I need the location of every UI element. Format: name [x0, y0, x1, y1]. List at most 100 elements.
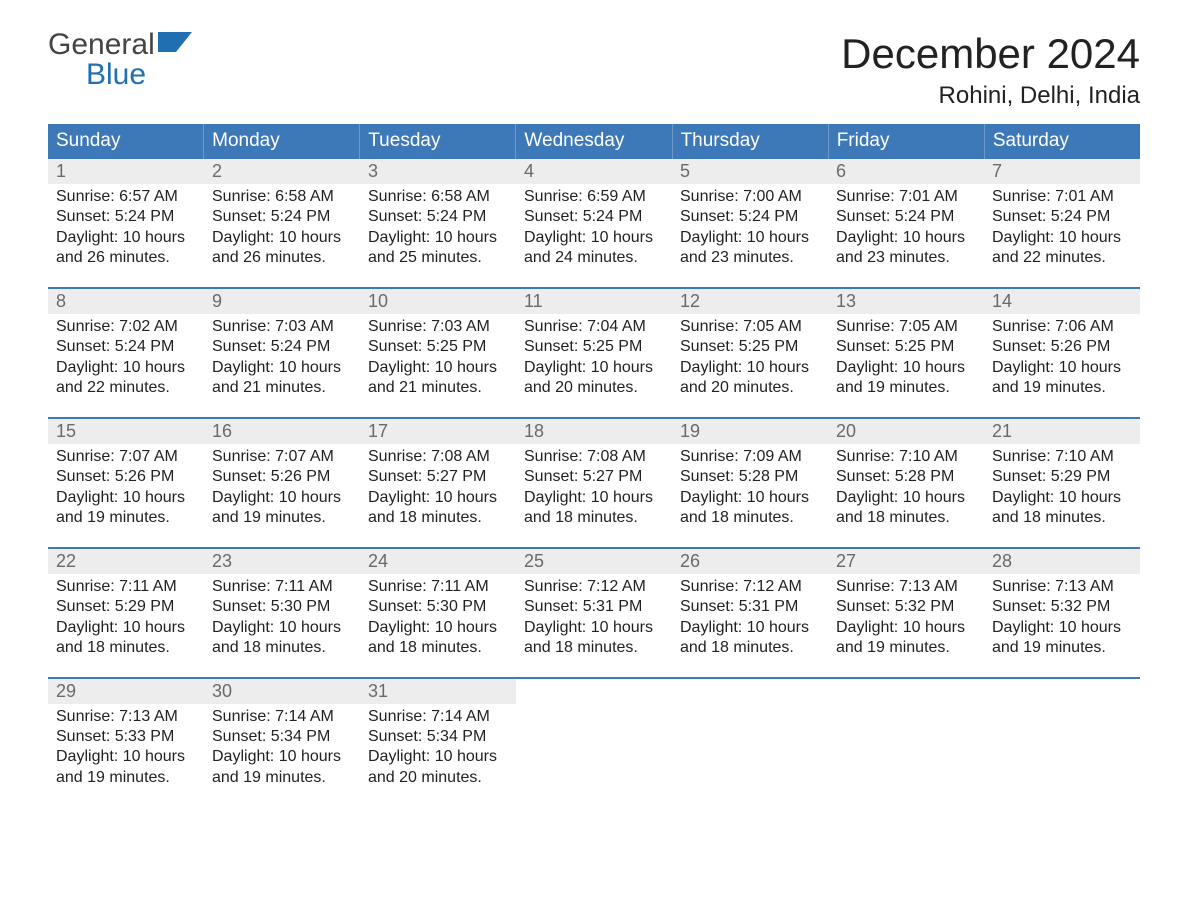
day-header: Friday [829, 124, 985, 159]
day-cell: 22Sunrise: 7:11 AMSunset: 5:29 PMDayligh… [48, 549, 204, 659]
daylight-line: Daylight: 10 hours and 20 minutes. [524, 358, 664, 399]
day-cell: 30 Sunrise: 7:14 AMSunset: 5:34 PMDayligh… [204, 679, 360, 789]
day-number: 3 [360, 159, 516, 184]
day-cell [672, 679, 828, 789]
title-block: December 2024 Rohini, Delhi, India [841, 30, 1140, 110]
day-cell: 13Sunrise: 7:05 AMSunset: 5:25 PMDayligh… [828, 289, 984, 399]
day-info: Sunrise: 7:11 AMSunset: 5:30 PMDaylight:… [212, 577, 352, 659]
sunrise-line: Sunrise: 7:13 AM [992, 577, 1132, 597]
sunrise-line: Sunrise: 7:06 AM [992, 317, 1132, 337]
daylight-line: Daylight: 10 hours and 18 minutes. [524, 488, 664, 529]
day-number: 5 [672, 159, 828, 184]
sunset-line: Sunset: 5:31 PM [680, 597, 820, 617]
day-cell: 17Sunrise: 7:08 AMSunset: 5:27 PMDayligh… [360, 419, 516, 529]
sunset-line: Sunset: 5:24 PM [56, 207, 196, 227]
day-number: 6 [828, 159, 984, 184]
day-info: Sunrise: 6:58 AMSunset: 5:24 PMDaylight:… [368, 187, 508, 269]
day-info: Sunrise: 7:11 AMSunset: 5:30 PMDaylight:… [368, 577, 508, 659]
day-info: Sunrise: 7:07 AMSunset: 5:26 PMDaylight:… [212, 447, 352, 529]
daylight-line: Daylight: 10 hours and 21 minutes. [368, 358, 508, 399]
day-info: Sunrise: 7:05 AMSunset: 5:25 PMDaylight:… [836, 317, 976, 399]
sunset-line: Sunset: 5:25 PM [836, 337, 976, 357]
sunrise-line: Sunrise: 7:03 AM [368, 317, 508, 337]
sunrise-line: Sunrise: 7:12 AM [524, 577, 664, 597]
daylight-line: Daylight: 10 hours and 23 minutes. [680, 228, 820, 269]
daylight-line: Daylight: 10 hours and 19 minutes. [212, 747, 352, 788]
sunrise-line: Sunrise: 7:05 AM [836, 317, 976, 337]
day-cell: 9Sunrise: 7:03 AMSunset: 5:24 PMDaylight… [204, 289, 360, 399]
page-title: December 2024 [841, 30, 1140, 78]
day-cell [984, 679, 1140, 789]
flag-icon [158, 30, 192, 56]
day-info: Sunrise: 7:06 AMSunset: 5:26 PMDaylight:… [992, 317, 1132, 399]
day-number: 1 [48, 159, 204, 184]
sunset-line: Sunset: 5:28 PM [836, 467, 976, 487]
daylight-line: Daylight: 10 hours and 24 minutes. [524, 228, 664, 269]
day-info: Sunrise: 7:02 AMSunset: 5:24 PMDaylight:… [56, 317, 196, 399]
sunset-line: Sunset: 5:25 PM [680, 337, 820, 357]
day-number: 25 [516, 549, 672, 574]
day-cell: 12Sunrise: 7:05 AMSunset: 5:25 PMDayligh… [672, 289, 828, 399]
day-info: Sunrise: 7:14 AMSunset: 5:34 PMDaylight:… [368, 707, 508, 789]
sunset-line: Sunset: 5:26 PM [992, 337, 1132, 357]
daylight-line: Daylight: 10 hours and 20 minutes. [368, 747, 508, 788]
day-number: 14 [984, 289, 1140, 314]
day-info: Sunrise: 7:04 AMSunset: 5:25 PMDaylight:… [524, 317, 664, 399]
day-cell: 14 Sunrise: 7:06 AMSunset: 5:26 PMDayligh… [984, 289, 1140, 399]
day-number: 27 [828, 549, 984, 574]
sunrise-line: Sunrise: 7:10 AM [992, 447, 1132, 467]
sunrise-line: Sunrise: 7:10 AM [836, 447, 976, 467]
day-cell: 4Sunrise: 6:59 AMSunset: 5:24 PMDaylight… [516, 159, 672, 269]
sunrise-line: Sunrise: 7:00 AM [680, 187, 820, 207]
day-number: 7 [984, 159, 1140, 184]
day-cell: 11Sunrise: 7:04 AMSunset: 5:25 PMDayligh… [516, 289, 672, 399]
daylight-line: Daylight: 10 hours and 19 minutes. [836, 618, 976, 659]
day-cell: 2Sunrise: 6:58 AMSunset: 5:24 PMDaylight… [204, 159, 360, 269]
sunrise-line: Sunrise: 7:09 AM [680, 447, 820, 467]
sunset-line: Sunset: 5:26 PM [212, 467, 352, 487]
daylight-line: Daylight: 10 hours and 18 minutes. [368, 488, 508, 529]
day-info: Sunrise: 7:07 AMSunset: 5:26 PMDaylight:… [56, 447, 196, 529]
daylight-line: Daylight: 10 hours and 26 minutes. [212, 228, 352, 269]
sunset-line: Sunset: 5:24 PM [524, 207, 664, 227]
day-info: Sunrise: 7:03 AMSunset: 5:25 PMDaylight:… [368, 317, 508, 399]
day-info: Sunrise: 7:10 AMSunset: 5:29 PMDaylight:… [992, 447, 1132, 529]
day-info: Sunrise: 7:13 AMSunset: 5:32 PMDaylight:… [992, 577, 1132, 659]
day-cell: 24 Sunrise: 7:11 AMSunset: 5:30 PMDayligh… [360, 549, 516, 659]
day-number: 30 [204, 679, 360, 704]
sunset-line: Sunset: 5:31 PM [524, 597, 664, 617]
day-info: Sunrise: 7:14 AMSunset: 5:34 PMDaylight:… [212, 707, 352, 789]
sunset-line: Sunset: 5:28 PM [680, 467, 820, 487]
day-number: 24 [360, 549, 516, 574]
day-number: 16 [204, 419, 360, 444]
day-info: Sunrise: 7:05 AMSunset: 5:25 PMDaylight:… [680, 317, 820, 399]
week-row: 8Sunrise: 7:02 AMSunset: 5:24 PMDaylight… [48, 287, 1140, 399]
sunset-line: Sunset: 5:24 PM [992, 207, 1132, 227]
day-info: Sunrise: 6:58 AMSunset: 5:24 PMDaylight:… [212, 187, 352, 269]
day-header: Thursday [673, 124, 829, 159]
daylight-line: Daylight: 10 hours and 19 minutes. [992, 358, 1132, 399]
daylight-line: Daylight: 10 hours and 18 minutes. [56, 618, 196, 659]
sunset-line: Sunset: 5:32 PM [992, 597, 1132, 617]
day-number: 15 [48, 419, 204, 444]
day-header: Monday [204, 124, 360, 159]
daylight-line: Daylight: 10 hours and 26 minutes. [56, 228, 196, 269]
calendar: SundayMondayTuesdayWednesdayThursdayFrid… [48, 124, 1140, 788]
day-cell: 31 Sunrise: 7:14 AMSunset: 5:34 PMDayligh… [360, 679, 516, 789]
day-header: Tuesday [360, 124, 516, 159]
week-row: 1Sunrise: 6:57 AMSunset: 5:24 PMDaylight… [48, 159, 1140, 269]
sunrise-line: Sunrise: 6:59 AM [524, 187, 664, 207]
weeks-container: 1Sunrise: 6:57 AMSunset: 5:24 PMDaylight… [48, 159, 1140, 788]
day-number: 29 [48, 679, 204, 704]
day-header: Sunday [48, 124, 204, 159]
header: General Blue December 2024 Rohini, Delhi… [48, 30, 1140, 110]
sunrise-line: Sunrise: 6:58 AM [212, 187, 352, 207]
day-info: Sunrise: 7:01 AMSunset: 5:24 PMDaylight:… [992, 187, 1132, 269]
day-info: Sunrise: 7:12 AMSunset: 5:31 PMDaylight:… [680, 577, 820, 659]
day-number: 31 [360, 679, 516, 704]
day-info: Sunrise: 7:08 AMSunset: 5:27 PMDaylight:… [368, 447, 508, 529]
sunrise-line: Sunrise: 7:11 AM [212, 577, 352, 597]
daylight-line: Daylight: 10 hours and 22 minutes. [992, 228, 1132, 269]
sunset-line: Sunset: 5:25 PM [368, 337, 508, 357]
day-info: Sunrise: 7:12 AMSunset: 5:31 PMDaylight:… [524, 577, 664, 659]
